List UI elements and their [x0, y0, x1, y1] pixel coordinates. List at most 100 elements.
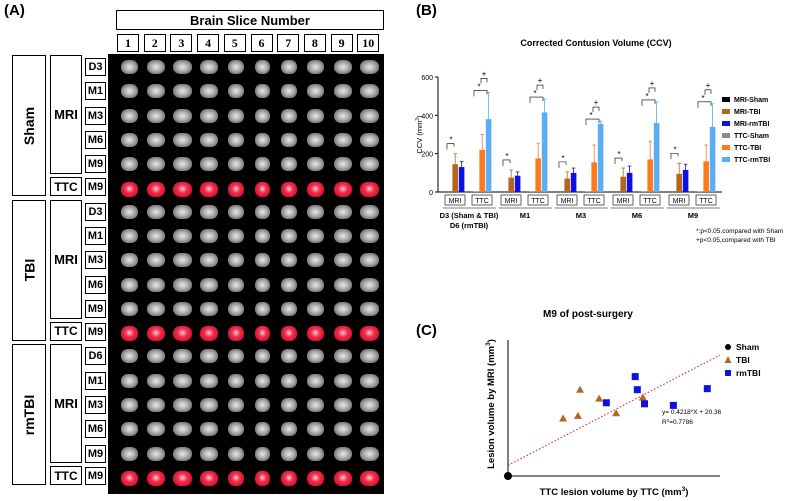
- ttc-slice: [227, 470, 244, 486]
- bar-ttc-tbi: [647, 159, 653, 192]
- mri-slice: [173, 229, 192, 243]
- mri-slice: [254, 132, 271, 147]
- mri-slice: [333, 108, 352, 123]
- mri-slice: [307, 132, 325, 147]
- timepoint-label: M9: [85, 444, 106, 463]
- mri-slice: [120, 204, 138, 219]
- point-rmtbi: [602, 399, 610, 407]
- mri-slice: [173, 277, 192, 292]
- sig-plus: +: [482, 69, 487, 78]
- mri-slice: [307, 301, 325, 316]
- mri-slice: [281, 60, 298, 74]
- slice-number-4: 4: [197, 34, 220, 52]
- mri-slice: [173, 108, 192, 123]
- bar-mri-tbi: [508, 177, 514, 192]
- regression-line: [507, 354, 721, 466]
- mri-slice: [333, 229, 352, 243]
- mri-slice: [333, 301, 352, 316]
- legend-label: MRI-TBI: [734, 109, 760, 116]
- timepoint-label: M3: [85, 251, 106, 270]
- legend-label: rmTBI: [736, 368, 761, 378]
- mri-slice: [360, 422, 379, 437]
- timepoint-sub-label: D6 (rmTBI): [450, 221, 489, 230]
- ttc-slice: [173, 470, 192, 486]
- mri-slice: [254, 349, 271, 364]
- mri-slice: [333, 60, 352, 74]
- ttc-slice: [360, 181, 379, 197]
- mri-slice: [360, 60, 379, 74]
- mri-slice: [227, 349, 244, 364]
- y-axis-label-end: ): [415, 115, 424, 118]
- sig-plus: +: [650, 79, 655, 88]
- method-label-ttc: TTC: [50, 466, 82, 486]
- mri-slice: [281, 446, 298, 461]
- panel-a-label: (A): [4, 2, 25, 19]
- mri-slice: [307, 157, 325, 172]
- mri-slice: [333, 398, 352, 412]
- y-axis-label: Lesion volume by MRI (mm3): [485, 339, 497, 469]
- slice-number-5: 5: [223, 34, 246, 52]
- point-tbi: [559, 414, 568, 422]
- method-label: TTC: [531, 198, 545, 205]
- method-label: MRI: [561, 198, 574, 205]
- mri-slice: [281, 349, 298, 364]
- ttc-slice: [146, 326, 165, 342]
- mri-slice: [281, 229, 298, 243]
- group-name-text: rmTBI: [21, 394, 38, 436]
- mri-slice: [146, 157, 165, 172]
- method-box: [612, 194, 634, 206]
- bar-mri-tbi: [676, 173, 682, 192]
- y-tick-label: 600: [421, 75, 433, 82]
- mri-slice: [173, 84, 192, 99]
- y-tick-label: 200: [421, 152, 433, 159]
- significance-note: +p<0.05,compared with TBI: [696, 237, 776, 244]
- ttc-slice: [200, 181, 218, 197]
- mri-slice: [227, 446, 244, 461]
- legend-label: MRI-rmTBI: [734, 121, 769, 128]
- mri-slice: [254, 253, 271, 268]
- method-box: [527, 194, 549, 206]
- mri-slice: [200, 349, 218, 364]
- mri-slice: [281, 398, 298, 412]
- timepoint-label: M9: [688, 211, 698, 220]
- point-tbi: [595, 394, 604, 402]
- sig-star: *: [673, 145, 676, 154]
- point-tbi: [612, 409, 621, 417]
- mri-slice: [254, 446, 271, 461]
- slice-number-1: 1: [117, 34, 139, 52]
- method-box: [500, 194, 522, 206]
- ttc-slice: [254, 326, 271, 342]
- legend-label: TTC-Sham: [734, 133, 769, 140]
- sig-bracket: [529, 96, 544, 104]
- ttc-slice: [227, 181, 244, 197]
- mri-slice: [146, 229, 165, 243]
- panel-c-label: (C): [416, 322, 437, 339]
- timepoint-label: M9: [85, 178, 106, 196]
- timepoint-label: M6: [85, 275, 106, 294]
- mri-slice: [200, 277, 218, 292]
- timepoint-label: M6: [632, 211, 642, 220]
- mri-slice: [120, 253, 138, 268]
- mri-slice: [200, 398, 218, 412]
- r-squared-sup: 2: [667, 418, 670, 423]
- point-rmtbi: [633, 386, 641, 394]
- y-axis-label-sup: 3: [485, 342, 492, 346]
- mri-slice: [227, 60, 244, 74]
- mri-slice: [173, 373, 192, 388]
- mri-slice: [360, 229, 379, 243]
- mri-slice: [307, 422, 325, 437]
- timepoint-label: M1: [85, 82, 106, 101]
- mri-slice: [281, 132, 298, 147]
- mri-slice: [307, 446, 325, 461]
- mri-slice: [120, 446, 138, 461]
- legend-swatch: [722, 97, 730, 102]
- ttc-slice: [360, 326, 379, 342]
- x-axis-label: TTC lesion volume by TTC (mm3): [540, 486, 689, 498]
- group-name: rmTBI: [12, 344, 46, 485]
- legend-marker: [725, 370, 731, 376]
- mri-slice: [173, 253, 192, 268]
- point-sham: [504, 472, 512, 480]
- mri-slice: [360, 398, 379, 412]
- sig-star: *: [589, 111, 592, 120]
- legend-label: TTC-TBI: [734, 145, 761, 152]
